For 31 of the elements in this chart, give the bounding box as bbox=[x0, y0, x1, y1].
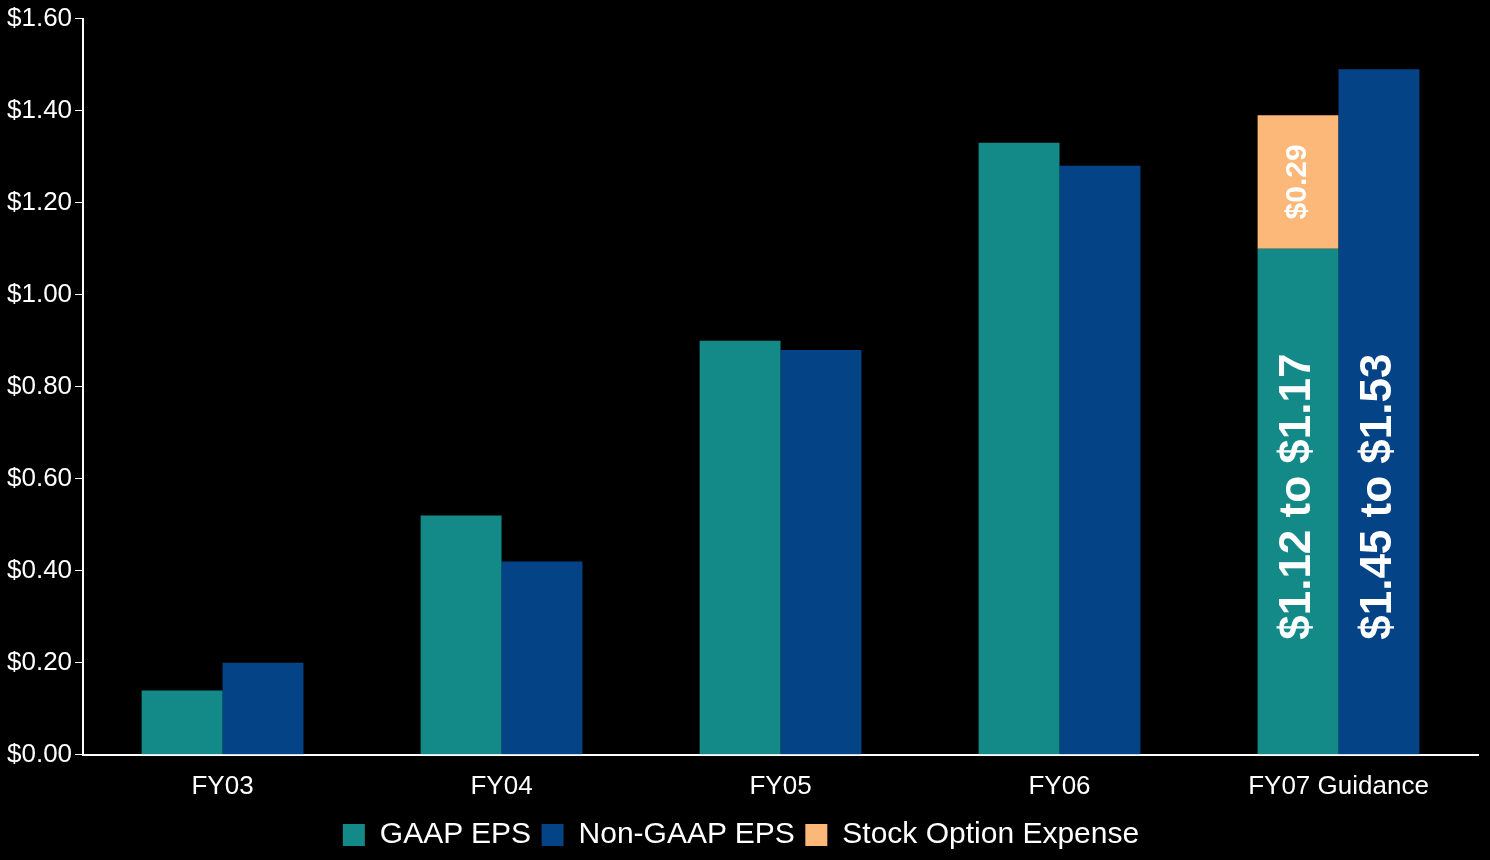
y-tick-label: $0.00 bbox=[6, 737, 73, 768]
y-tick-label: $1.60 bbox=[6, 1, 73, 32]
y-tick-label: $1.20 bbox=[6, 185, 73, 216]
legend-label: Non-GAAP EPS bbox=[578, 816, 795, 850]
bar bbox=[501, 561, 583, 755]
y-tick-label: $1.00 bbox=[6, 277, 73, 308]
bar bbox=[780, 349, 862, 755]
x-tick-label: FY03 bbox=[191, 769, 254, 800]
annotation: $1.12 to $1.17 bbox=[1270, 353, 1320, 640]
y-tick-label: $0.60 bbox=[6, 461, 73, 492]
x-tick-label: FY06 bbox=[1028, 769, 1091, 800]
y-tick-label: $0.80 bbox=[6, 369, 73, 400]
y-tick-label: $0.20 bbox=[6, 645, 73, 676]
bar bbox=[1257, 115, 1339, 249]
x-tick-label: FY07 Guidance bbox=[1248, 769, 1429, 800]
bar bbox=[141, 690, 223, 755]
data-label: $0.29 bbox=[1279, 144, 1313, 220]
bar bbox=[1257, 248, 1339, 755]
bar bbox=[699, 340, 781, 755]
y-tick-label: $1.40 bbox=[6, 93, 73, 124]
bar bbox=[222, 662, 304, 755]
x-tick-label: FY05 bbox=[749, 769, 812, 800]
y-tick-label: $0.40 bbox=[6, 553, 73, 584]
bar bbox=[1059, 165, 1141, 755]
bar bbox=[978, 142, 1060, 755]
annotation: $1.45 to $1.53 bbox=[1351, 353, 1401, 640]
x-tick-label: FY04 bbox=[470, 769, 533, 800]
bar bbox=[1338, 69, 1420, 755]
legend-label: Stock Option Expense bbox=[842, 816, 1140, 850]
bar bbox=[420, 515, 502, 755]
legend-label: GAAP EPS bbox=[379, 816, 532, 850]
